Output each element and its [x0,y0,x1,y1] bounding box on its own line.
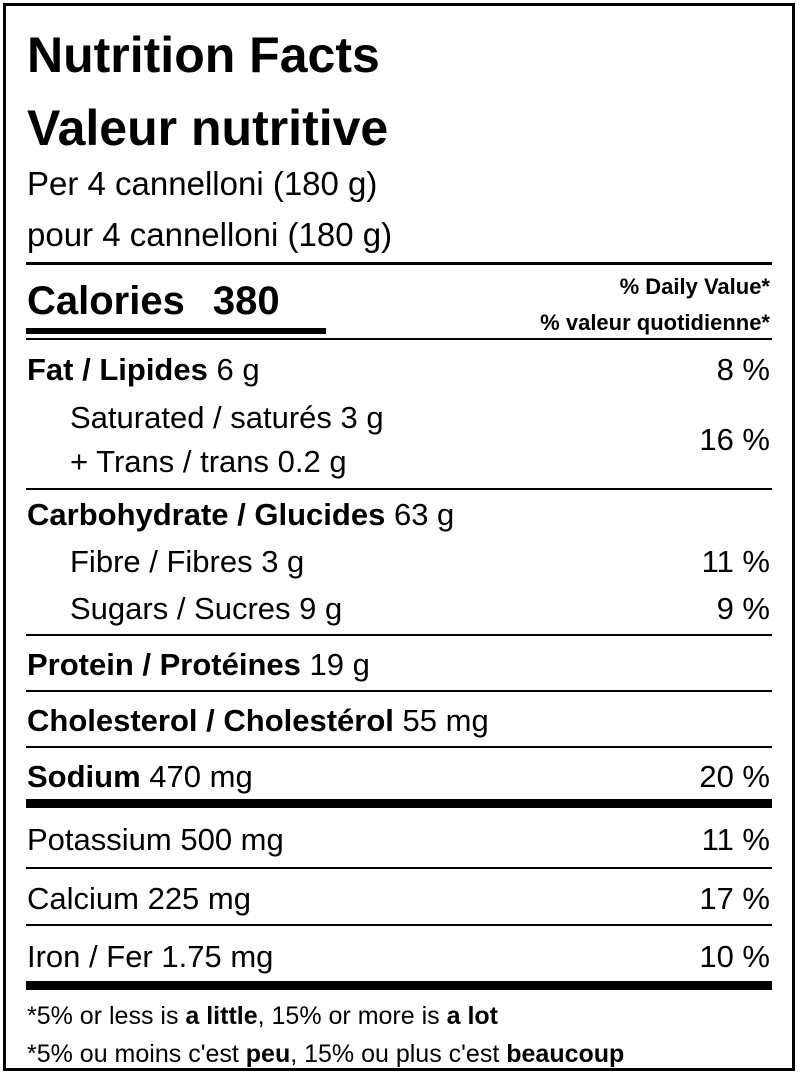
potassium-row: Potassium 500 mg [27,822,284,857]
cholesterol-row: Cholesterol / Cholestérol 55 mg [27,705,489,736]
calcium-row: Calcium 225 mg [27,881,251,916]
calories-underline [26,328,326,334]
footnote-fr-peu: peu [245,1040,291,1068]
potassium-dv: 11 % [701,822,770,857]
sugars-row: Sugars / Sucres 9 g [70,591,343,626]
footnote-fr-text: *5% ou moins c'est [27,1040,246,1068]
footnote-en-text: , 15% or more is [257,1002,447,1030]
carbohydrate-row: Carbohydrate / Glucides 63 g [27,499,454,530]
fibre-dv: 11 % [701,544,770,579]
iron-dv: 10 % [699,939,770,974]
iron-row: Iron / Fer 1.75 mg [27,939,274,974]
footnote-fr-beaucoup: beaucoup [506,1040,625,1068]
divider-rule [26,690,772,692]
divider-rule [26,924,772,926]
trans-row: + Trans / trans 0.2 g [70,444,347,479]
serving-size-fr: pour 4 cannelloni (180 g) [27,216,393,253]
sodium-row: Sodium 470 mg [27,761,253,792]
thick-divider-rule [26,981,772,990]
divider-rule [26,634,772,636]
calories-label: Calories [27,279,185,323]
footnote-fr: *5% ou moins c'est peu, 15% ou plus c'es… [27,1042,624,1067]
sugars-dv: 9 % [716,591,770,626]
footnote-en-little: a little [185,1002,258,1030]
cholesterol-label: Cholesterol / Cholestérol [27,703,394,738]
divider-rule [26,746,772,748]
footnote-en-lot: a lot [446,1002,498,1030]
thick-divider-rule [26,799,772,808]
sodium-dv: 20 % [699,759,770,794]
calories-row: Calories 380 [27,281,280,321]
fat-label: Fat / Lipides [27,352,208,387]
footnote-en: *5% or less is a little, 15% or more is … [27,1004,498,1029]
calories-value: 380 [212,279,280,323]
daily-value-header-en: % Daily Value* [619,274,770,299]
serving-size-en: Per 4 cannelloni (180 g) [27,165,378,202]
divider-rule [26,262,772,265]
saturated-row: Saturated / saturés 3 g [70,400,384,435]
footnote-en-text: *5% or less is [27,1002,186,1030]
sodium-label: Sodium [27,759,141,794]
sodium-amount: 470 mg [149,759,253,794]
divider-rule [26,488,772,490]
fat-row: Fat / Lipides 6 g [27,354,260,385]
divider-rule [26,338,772,340]
title-en: Nutrition Facts [27,27,380,83]
fat-dv: 8 % [716,352,770,387]
cholesterol-amount: 55 mg [402,703,489,738]
footnote-fr-text: , 15% ou plus c'est [290,1040,507,1068]
calcium-dv: 17 % [699,881,770,916]
title-fr: Valeur nutritive [27,100,389,156]
daily-value-header-fr: % valeur quotidienne* [540,310,770,335]
sat-trans-dv: 16 % [699,422,770,457]
carbohydrate-amount: 63 g [393,497,455,532]
divider-rule [26,867,772,869]
fat-amount: 6 g [216,352,260,387]
protein-label: Protein / Protéines [27,647,301,682]
carbohydrate-label: Carbohydrate / Glucides [27,497,386,532]
fibre-row: Fibre / Fibres 3 g [70,544,305,579]
nutrition-facts-panel: Nutrition Facts Valeur nutritive Per 4 c… [3,3,795,1071]
protein-amount: 19 g [309,647,370,682]
protein-row: Protein / Protéines 19 g [27,649,370,680]
